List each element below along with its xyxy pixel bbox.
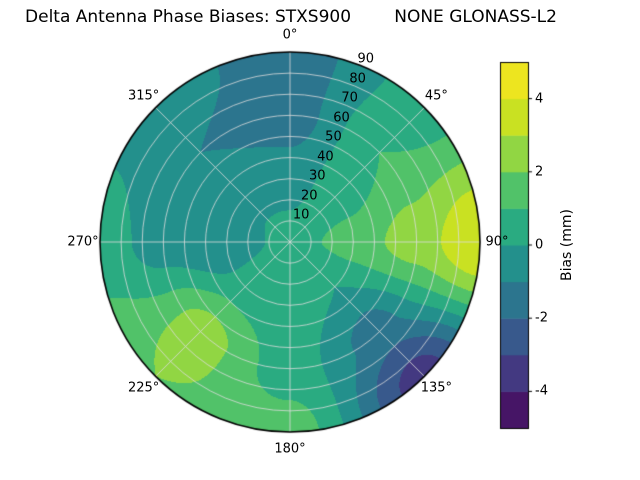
theta-tick-label: 180° <box>274 441 306 457</box>
theta-tick-label: 315° <box>127 88 160 104</box>
colorbar-tick-label: -4 <box>535 383 548 399</box>
r-tick-label: 10 <box>292 207 310 223</box>
r-tick-label: 90 <box>357 51 375 67</box>
r-tick-label: 70 <box>341 90 358 106</box>
r-tick-label: 30 <box>309 168 326 184</box>
r-tick-label: 80 <box>349 71 366 87</box>
theta-tick-label: 45° <box>424 88 448 104</box>
theta-tick-label: 270° <box>67 234 99 250</box>
colorbar-tick-label: 2 <box>535 164 544 180</box>
colorbar-tick-label: -2 <box>535 310 548 326</box>
r-tick-label: 40 <box>317 149 334 165</box>
theta-tick-label: 0° <box>282 27 298 43</box>
r-tick-label: 20 <box>300 188 318 204</box>
theta-tick-label: 135° <box>420 380 453 396</box>
colorbar-tick-label: 0 <box>535 237 544 253</box>
theta-tick-label: 225° <box>127 380 160 396</box>
r-tick-label: 50 <box>325 129 342 145</box>
r-tick-label: 60 <box>333 110 350 126</box>
colorbar-tick-label: 4 <box>535 91 544 107</box>
theta-tick-label: 90° <box>485 234 509 250</box>
colorbar-axis-label: Bias (mm) <box>559 208 575 282</box>
